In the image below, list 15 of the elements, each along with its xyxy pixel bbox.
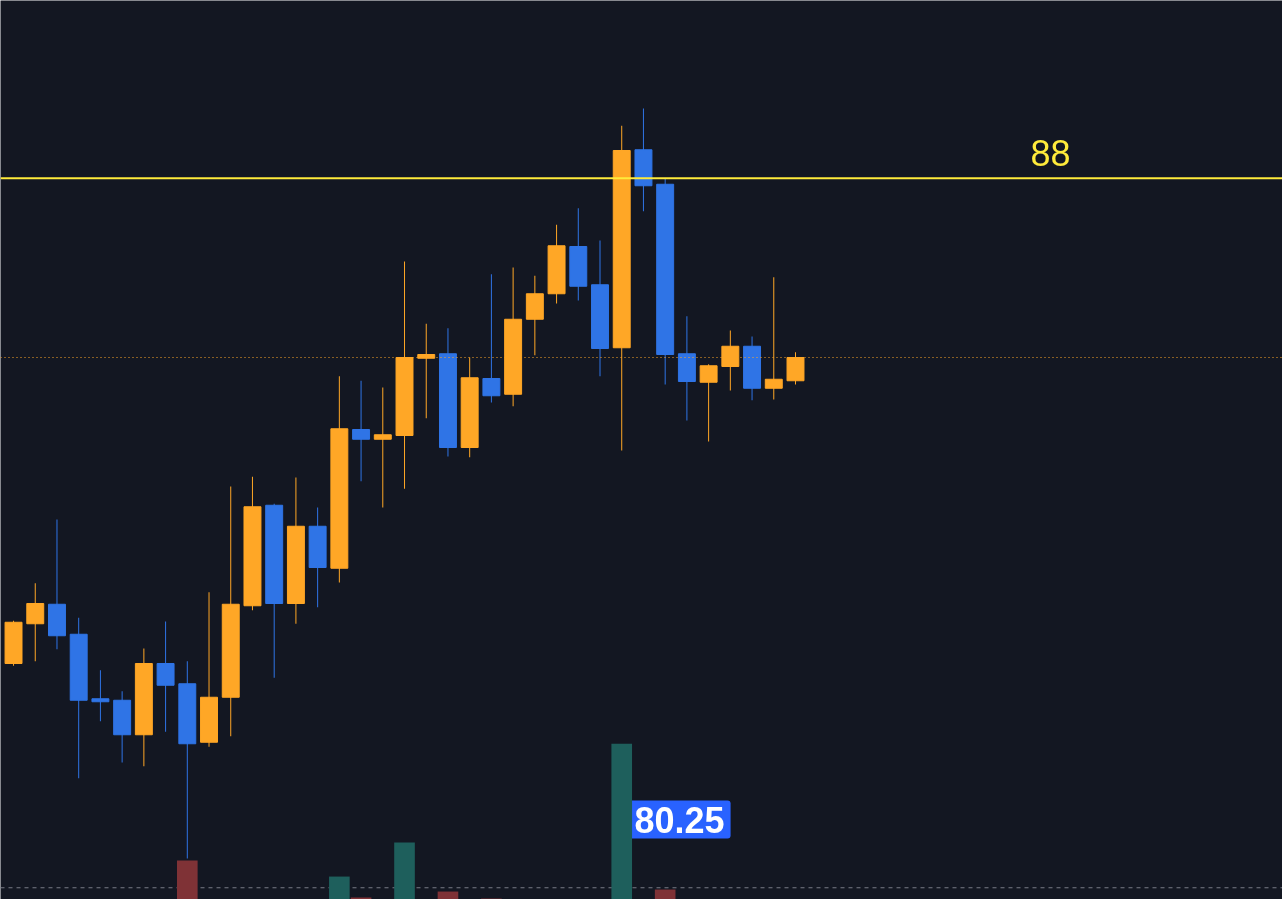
text: 88	[1030, 132, 1071, 174]
candlestick	[156, 621, 175, 733]
candlestick	[352, 380, 371, 482]
bar	[611, 743, 633, 899]
candlestick	[373, 387, 392, 508]
bar	[394, 842, 415, 899]
candlestick	[699, 363, 718, 442]
candlestick	[26, 582, 45, 662]
bar	[176, 860, 198, 899]
bar	[329, 876, 350, 899]
annotation: 80.25	[634, 799, 725, 841]
candlestick	[91, 669, 110, 722]
bar	[437, 891, 459, 899]
candlestick	[482, 273, 501, 403]
bar	[654, 889, 676, 899]
